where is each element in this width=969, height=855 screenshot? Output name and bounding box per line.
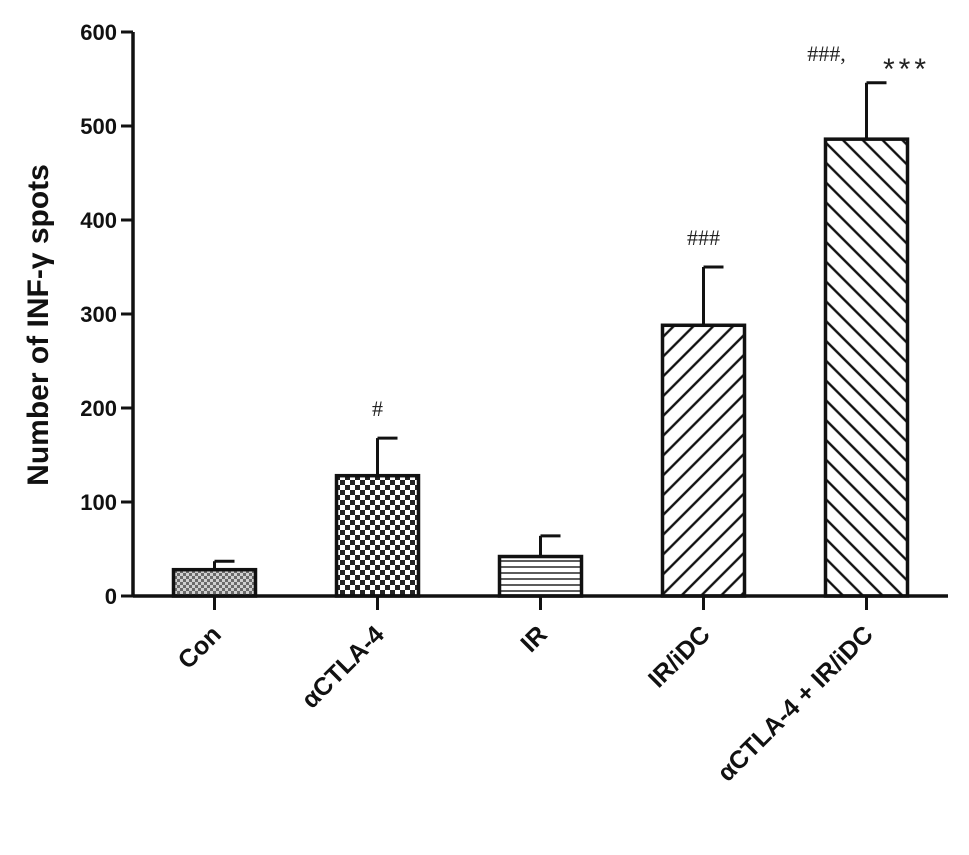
x-tick-label: αCTLA-4 + IR/iDC: [712, 620, 879, 787]
x-tick-label: αCTLA-4: [296, 620, 390, 714]
x-tick-label: IR/iDC: [643, 620, 716, 693]
x-tick-label: IR: [515, 620, 552, 657]
y-tick-label: 200: [80, 396, 117, 421]
bar: [823, 137, 910, 598]
bar: [171, 567, 258, 598]
y-tick-label: 600: [80, 20, 117, 45]
significance-stars: ***: [883, 53, 930, 86]
y-axis: 0 100 200 300 400 500 600: [80, 20, 135, 609]
y-tick-label: 300: [80, 302, 117, 327]
significance-label: ###: [687, 225, 720, 250]
bar: [660, 323, 747, 598]
y-axis-title: Number of INF-γ spots: [22, 164, 55, 486]
significance-label: ###,: [807, 41, 846, 66]
x-tick-label: Con: [173, 620, 227, 674]
y-tick-label: 100: [80, 490, 117, 515]
bars-group: #######, ***: [171, 41, 930, 598]
y-tick-label: 500: [80, 114, 117, 139]
bar: [497, 554, 584, 598]
y-tick-label: 400: [80, 208, 117, 233]
significance-label: #: [372, 396, 383, 421]
bar: [334, 473, 421, 598]
y-tick-label: 0: [105, 584, 117, 609]
